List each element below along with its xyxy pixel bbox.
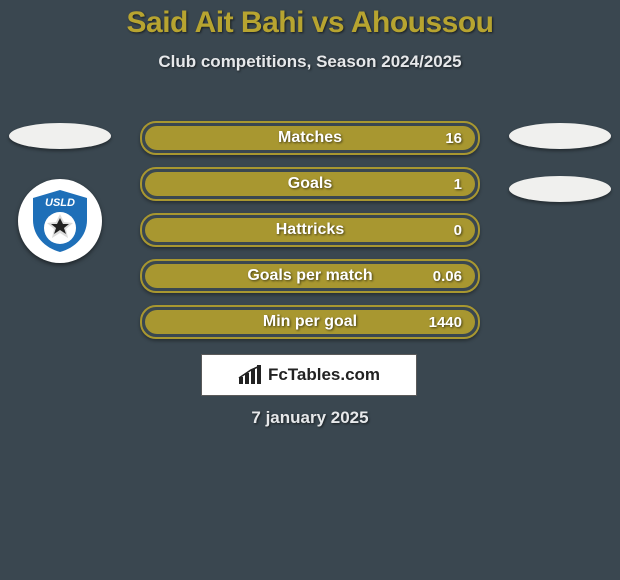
stat-value: 16 [445,123,462,153]
stat-value: 0 [454,215,462,245]
stats-bars: Matches16 Goals1 Hattricks0 Goals per match… [140,121,480,351]
player-left-ellipse [9,123,111,149]
page-subtitle: Club competitions, Season 2024/2025 [0,52,620,72]
player-right-ellipse-1 [509,123,611,149]
stat-label: Matches [142,123,478,153]
club-badge: USLD [18,179,102,263]
stat-value: 0.06 [433,261,462,291]
stat-bar: Min per goal1440 [140,305,480,339]
stat-label: Hattricks [142,215,478,245]
stat-label: Goals per match [142,261,478,291]
stat-bar: Goals1 [140,167,480,201]
brand-box: FcTables.com [201,354,417,396]
stat-bar: Hattricks0 [140,213,480,247]
comparison-infographic: Said Ait Bahi vs Ahoussou Club competiti… [0,0,620,580]
date-text: 7 january 2025 [0,408,620,428]
stat-value: 1 [454,169,462,199]
badge-text: USLD [45,197,75,209]
page-title: Said Ait Bahi vs Ahoussou [0,0,620,40]
club-badge-icon: USLD [27,188,93,254]
bar-chart-icon [238,365,264,385]
player-right-ellipse-2 [509,176,611,202]
stat-bar: Goals per match0.06 [140,259,480,293]
stat-bar: Matches16 [140,121,480,155]
brand-text: FcTables.com [268,365,380,385]
stat-value: 1440 [429,307,462,337]
stat-label: Min per goal [142,307,478,337]
stat-label: Goals [142,169,478,199]
